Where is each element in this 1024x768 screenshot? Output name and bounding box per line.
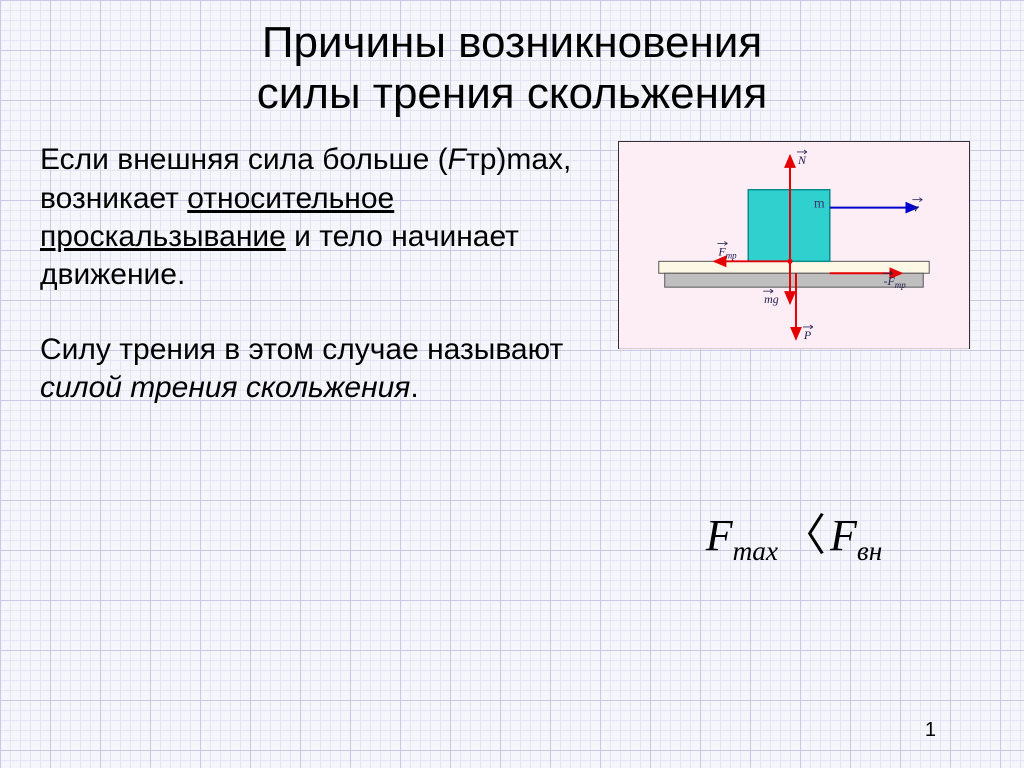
formula-F1: F <box>706 511 733 560</box>
force-diagram: mNvFтр-FтрmgP <box>619 142 969 349</box>
title-line-1: Причины возникновения <box>262 18 762 67</box>
svg-text:N: N <box>797 153 807 167</box>
figure-column: mNvFтр-FтрmgP Fmax〈Fвн <box>604 141 984 567</box>
p1-prefix: Если внешняя сила больше ( <box>40 143 448 176</box>
body-row: Если внешняя сила больше (Fтр)max, возни… <box>40 141 984 567</box>
inequality-formula: Fmax〈Fвн <box>706 499 883 567</box>
svg-text:m: m <box>814 197 825 212</box>
p1-F: F <box>448 143 466 176</box>
p2-suffix: . <box>410 371 418 404</box>
paragraph-2: Силу трения в этом случае называют силой… <box>40 331 580 408</box>
p1-F-sub: тр <box>466 143 496 176</box>
formula-F2: F <box>830 511 857 560</box>
p2-italic: силой трения скольжения <box>40 371 410 404</box>
p2-prefix: Силу трения в этом случае называют <box>40 333 563 366</box>
svg-text:mg: mg <box>764 292 779 306</box>
paragraph-1: Если внешняя сила больше (Fтр)max, возни… <box>40 141 580 295</box>
slide-title: Причины возникновения силы трения скольж… <box>40 18 984 119</box>
formula-sub1: max <box>733 536 778 566</box>
slide-content: Причины возникновения силы трения скольж… <box>0 0 1024 768</box>
formula-sub2: вн <box>857 536 882 566</box>
title-line-2: силы трения скольжения <box>257 69 768 118</box>
page-number: 1 <box>925 719 936 742</box>
text-column: Если внешняя сила больше (Fтр)max, возни… <box>40 141 580 567</box>
diagram-frame: mNvFтр-FтрmgP <box>618 141 970 349</box>
formula-angle: 〈 <box>778 511 830 560</box>
svg-text:P: P <box>803 328 811 342</box>
svg-text:v: v <box>913 201 919 215</box>
